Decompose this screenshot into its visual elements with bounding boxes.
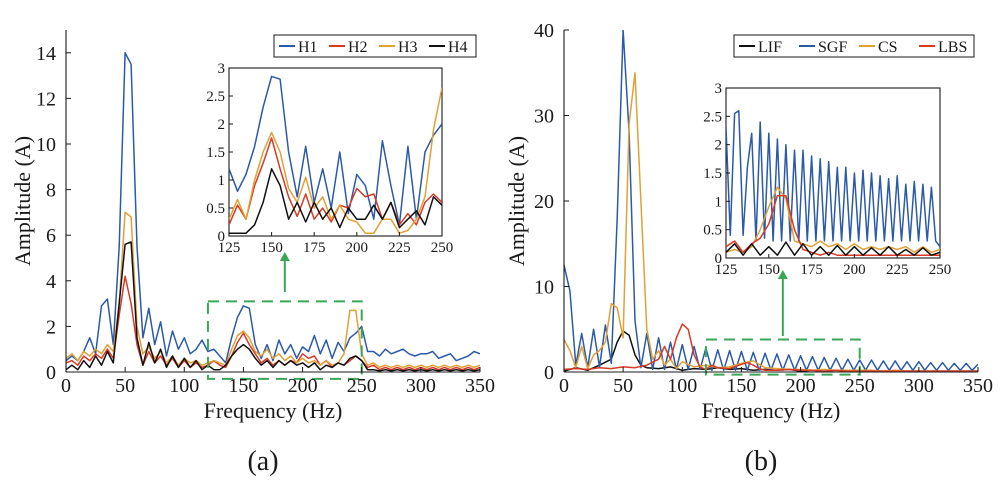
inset-series-line-h3 xyxy=(229,87,442,234)
x-axis-title: Frequency (Hz) xyxy=(702,398,841,423)
y-tick-label: 10 xyxy=(534,277,554,299)
legend-label-cs: CS xyxy=(878,39,898,56)
inset-x-tick-label: 150 xyxy=(758,262,781,278)
inset-x-tick-label: 175 xyxy=(800,262,823,278)
inset-series-line-sgf xyxy=(726,109,940,248)
legend-box xyxy=(273,34,477,58)
x-tick-label: 50 xyxy=(115,375,135,397)
inset-x-tick-label: 225 xyxy=(388,240,411,256)
panel-b: 0 50 100 150 200 250 300 350010203040Frequency … xyxy=(504,20,993,477)
inset-y-tick-label: 2.5 xyxy=(206,89,225,105)
legend-label-h1: H1 xyxy=(298,39,318,56)
inset-series-line-lbs xyxy=(726,194,940,256)
y-tick-label: 6 xyxy=(46,225,56,247)
legend-box xyxy=(733,34,975,58)
panel-a: 0 50 100 150 200 250 300 35002468101214Frequenc… xyxy=(10,30,495,477)
x-tick-label: 250 xyxy=(845,375,875,397)
inset-x-tick-label: 150 xyxy=(260,240,283,256)
y-tick-label: 0 xyxy=(46,362,56,384)
series-group xyxy=(564,30,978,372)
inset-y-tick-label: 0.5 xyxy=(703,223,722,239)
y-tick-label: 40 xyxy=(534,20,554,42)
inset-y-tick-label: 1.5 xyxy=(703,166,722,182)
inset-y-tick-label: 0.5 xyxy=(206,201,225,217)
legend-label-lif: LIF xyxy=(758,39,782,56)
y-tick-label: 0 xyxy=(544,362,554,384)
series-line-h2 xyxy=(66,275,480,371)
legend-label-h3: H3 xyxy=(398,39,418,56)
y-tick-label: 8 xyxy=(46,180,56,202)
inset-x-tick-label: 225 xyxy=(886,262,909,278)
inset-y-tick-label: 0 xyxy=(218,229,226,245)
y-axis-title: Amplitude (A) xyxy=(504,136,529,266)
x-tick-label: 100 xyxy=(169,375,199,397)
inset-series-line-h4 xyxy=(229,168,442,234)
legend-label-sgf: SGF xyxy=(818,39,847,56)
zoom-arrow-head xyxy=(777,270,788,279)
inset-series-group xyxy=(726,109,940,256)
x-tick-label: 300 xyxy=(406,375,436,397)
inset-y-tick-label: 1 xyxy=(218,173,226,189)
inset-y-tick-label: 2 xyxy=(218,117,226,133)
x-tick-label: 350 xyxy=(963,375,993,397)
inset-y-tick-label: 0 xyxy=(715,251,723,267)
y-tick-label: 4 xyxy=(46,271,56,293)
x-tick-label: 200 xyxy=(786,375,816,397)
inset-y-tick-label: 1.5 xyxy=(206,145,225,161)
inset-series-group xyxy=(229,75,442,234)
y-tick-label: 30 xyxy=(534,106,554,128)
legend-label-h2: H2 xyxy=(348,39,368,56)
legend: LIF SGF CS LBS xyxy=(733,34,975,58)
series-line-h1 xyxy=(66,52,480,364)
x-tick-label: 250 xyxy=(347,375,377,397)
panel-label: (b) xyxy=(745,446,778,477)
legend-label-lbs: LBS xyxy=(938,39,967,56)
x-tick-label: 200 xyxy=(288,375,318,397)
x-tick-label: 150 xyxy=(228,375,258,397)
y-tick-label: 12 xyxy=(36,88,56,110)
legend-label-h4: H4 xyxy=(448,39,468,56)
panel-label: (a) xyxy=(247,446,278,477)
inset-y-tick-label: 3 xyxy=(218,61,226,77)
inset-series-line-cs xyxy=(726,186,940,254)
y-tick-label: 2 xyxy=(46,316,56,338)
inset-y-tick-label: 3 xyxy=(715,81,723,97)
y-tick-label: 14 xyxy=(36,43,56,65)
y-tick-label: 20 xyxy=(534,191,554,213)
y-tick-label: 10 xyxy=(36,134,56,156)
inset: 125 150 175 200 225 250 0 0.5 1 1.5 2 2.5 3 xyxy=(703,81,951,278)
x-tick-label: 0 xyxy=(61,375,71,397)
x-tick-label: 350 xyxy=(465,375,495,397)
inset-x-tick-label: 250 xyxy=(431,240,454,256)
inset-y-tick-label: 2 xyxy=(715,138,723,154)
x-tick-label: 150 xyxy=(726,375,756,397)
inset-y-tick-label: 2.5 xyxy=(703,109,722,125)
inset-x-tick-label: 200 xyxy=(843,262,866,278)
inset: 125 150 175 200 225 250 0 0.5 1 1.5 2 2.5 3 xyxy=(206,61,453,256)
x-tick-label: 100 xyxy=(667,375,697,397)
x-tick-label: 50 xyxy=(613,375,633,397)
inset-x-tick-label: 175 xyxy=(303,240,326,256)
inset-x-tick-label: 125 xyxy=(218,240,241,256)
x-tick-label: 0 xyxy=(559,375,569,397)
inset-y-tick-label: 1 xyxy=(715,194,723,210)
inset-x-tick-label: 125 xyxy=(715,262,738,278)
series-group xyxy=(66,52,480,372)
series-line-h3 xyxy=(66,211,480,369)
x-tick-label: 300 xyxy=(904,375,934,397)
inset-series-line-h1 xyxy=(229,75,442,226)
series-line-lbs xyxy=(564,323,978,372)
x-axis-title: Frequency (Hz) xyxy=(204,398,343,423)
inset-x-tick-label: 200 xyxy=(346,240,369,256)
zoom-region-box xyxy=(206,300,363,380)
inset-x-tick-label: 250 xyxy=(929,262,952,278)
series-line-h4 xyxy=(66,241,480,372)
inset-series-line-lif xyxy=(726,241,940,256)
y-axis-title: Amplitude (A) xyxy=(10,136,35,266)
inset-frame xyxy=(228,67,443,237)
zoom-arrow-head xyxy=(279,252,290,261)
zoom-region-box xyxy=(704,338,861,376)
legend: H1 H2 H3 H4 xyxy=(273,34,477,58)
